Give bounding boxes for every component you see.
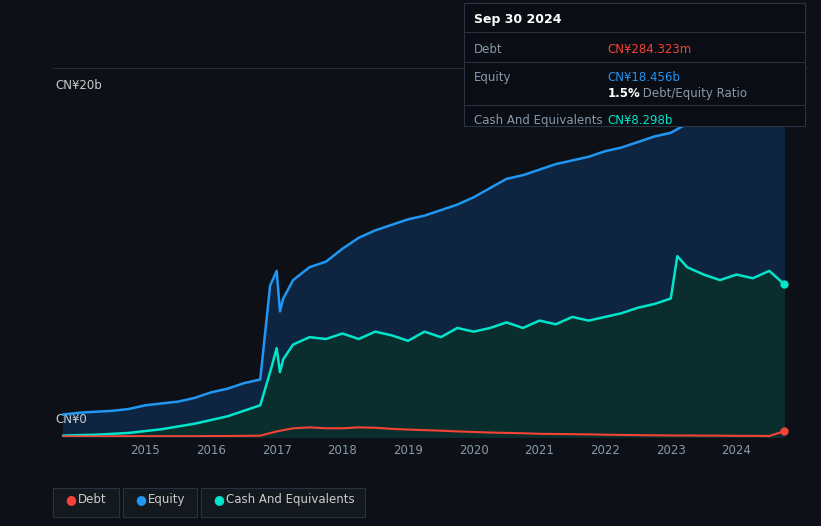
- Text: CN¥18.456b: CN¥18.456b: [608, 72, 681, 84]
- Text: Equity: Equity: [474, 72, 511, 84]
- Text: Equity: Equity: [148, 493, 186, 506]
- Text: ●: ●: [213, 493, 224, 506]
- Text: 1.5%: 1.5%: [608, 87, 640, 100]
- Text: Cash And Equivalents: Cash And Equivalents: [474, 115, 603, 127]
- Text: CN¥284.323m: CN¥284.323m: [608, 43, 692, 56]
- Text: ●: ●: [135, 493, 146, 506]
- Text: CN¥8.298b: CN¥8.298b: [608, 115, 673, 127]
- Text: Debt/Equity Ratio: Debt/Equity Ratio: [639, 87, 747, 100]
- Text: Cash And Equivalents: Cash And Equivalents: [226, 493, 355, 506]
- Text: Debt: Debt: [78, 493, 107, 506]
- Text: CN¥20b: CN¥20b: [56, 79, 103, 93]
- Text: Sep 30 2024: Sep 30 2024: [474, 13, 562, 26]
- Text: ●: ●: [66, 493, 76, 506]
- Text: Debt: Debt: [474, 43, 502, 56]
- Text: CN¥0: CN¥0: [56, 412, 87, 426]
